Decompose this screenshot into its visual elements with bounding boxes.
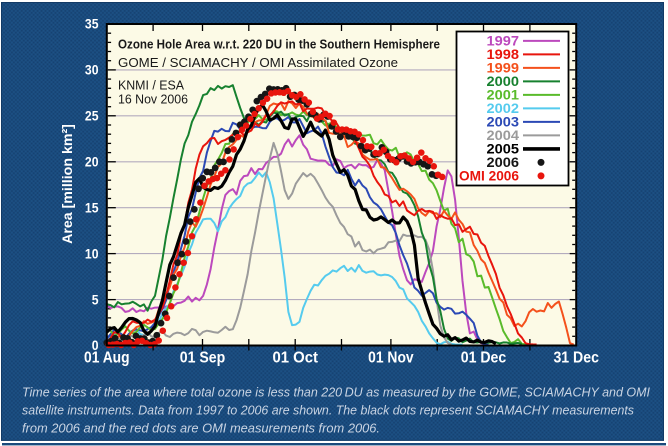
- svg-text:01 Oct: 01 Oct: [272, 350, 318, 367]
- svg-text:Ozone Hole Area w.r.t. 220 DU: Ozone Hole Area w.r.t. 220 DU in the Sou…: [118, 36, 440, 51]
- svg-text:5: 5: [92, 291, 99, 307]
- svg-text:2005: 2005: [487, 142, 520, 157]
- svg-text:Time series of the area where: Time series of the area where total ozon…: [22, 386, 650, 400]
- svg-text:2000: 2000: [487, 74, 520, 89]
- svg-text:31 Dec: 31 Dec: [553, 350, 599, 367]
- svg-text:01 Aug: 01 Aug: [84, 350, 130, 367]
- svg-text:GOME / SCIAMACHY / OMI Assimil: GOME / SCIAMACHY / OMI Assimilated Ozone: [118, 55, 398, 70]
- svg-text:2003: 2003: [487, 115, 520, 130]
- svg-text:Area [million km²]: Area [million km²]: [60, 124, 76, 244]
- svg-text:01 Dec: 01 Dec: [461, 350, 507, 367]
- svg-text:20: 20: [85, 154, 99, 170]
- svg-text:from 2006 and the red dots are: from 2006 and the red dots are OMI measu…: [22, 422, 380, 436]
- svg-text:01 Nov: 01 Nov: [368, 350, 414, 367]
- svg-text:satellite instruments. Data fr: satellite instruments. Data from 1997 to…: [22, 404, 635, 418]
- svg-text:2001: 2001: [487, 88, 520, 103]
- svg-text:2002: 2002: [487, 101, 520, 116]
- svg-text:OMI 2006: OMI 2006: [459, 169, 519, 184]
- svg-text:35: 35: [85, 16, 99, 32]
- svg-text:25: 25: [85, 108, 99, 124]
- svg-text:KNMI / ESA: KNMI / ESA: [118, 78, 184, 93]
- svg-text:1999: 1999: [487, 61, 520, 76]
- svg-text:0: 0: [92, 337, 99, 353]
- svg-text:15: 15: [85, 199, 99, 215]
- svg-text:01 Sep: 01 Sep: [180, 350, 226, 367]
- svg-text:1997: 1997: [487, 34, 520, 49]
- svg-text:16 Nov 2006: 16 Nov 2006: [118, 91, 188, 106]
- svg-text:1998: 1998: [487, 47, 520, 62]
- svg-text:2006: 2006: [487, 155, 520, 170]
- svg-text:10: 10: [85, 245, 99, 261]
- svg-text:2004: 2004: [487, 128, 520, 143]
- svg-text:30: 30: [85, 62, 99, 78]
